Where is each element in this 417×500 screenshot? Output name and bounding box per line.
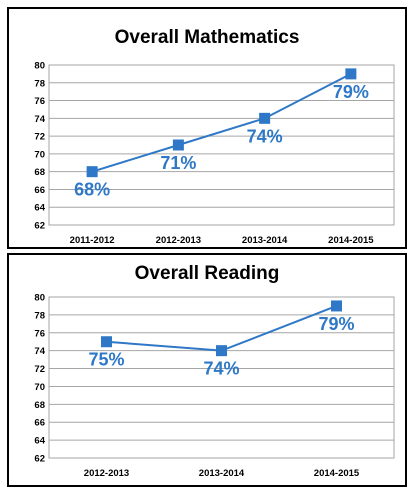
y-tick-label: 62 xyxy=(34,221,45,232)
plot-area xyxy=(48,296,395,459)
x-tick-label: 2014-2015 xyxy=(328,235,374,246)
chart-title: Overall Reading xyxy=(134,263,280,284)
data-point xyxy=(86,166,98,178)
data-label: 79% xyxy=(333,82,369,102)
x-tick-label: 2014-2015 xyxy=(314,468,360,479)
y-tick-label: 72 xyxy=(34,132,45,143)
data-point xyxy=(101,336,112,348)
x-tick-label: 2013-2014 xyxy=(199,468,245,479)
y-tick-label: 76 xyxy=(34,96,45,107)
y-tick-label: 72 xyxy=(34,364,45,375)
y-tick-label: 66 xyxy=(34,418,45,429)
y-tick-label: 68 xyxy=(34,167,45,178)
data-point xyxy=(331,300,342,312)
data-point xyxy=(259,112,271,124)
y-tick-label: 64 xyxy=(34,203,45,214)
reading-chart-panel: Overall Reading 62 64 66 68 70 72 74 76 78 80 2012… xyxy=(7,253,407,487)
y-tick-label: 70 xyxy=(34,382,45,393)
data-label: 75% xyxy=(88,350,124,370)
x-tick-label: 2011-2012 xyxy=(70,235,115,246)
series-line xyxy=(106,305,337,352)
y-tick-label: 74 xyxy=(34,346,45,357)
data-label: 79% xyxy=(318,314,354,334)
y-tick-label: 80 xyxy=(34,293,45,304)
y-tick-label: 68 xyxy=(34,400,45,411)
series-line xyxy=(91,72,352,173)
x-tick-label: 2013-2014 xyxy=(242,235,288,246)
reading-chart: 62 64 66 68 70 72 74 76 78 80 2012-2013 2013-2014 20… xyxy=(34,293,395,479)
y-tick-label: 78 xyxy=(34,310,45,321)
data-point xyxy=(345,68,357,80)
mathematics-chart-panel: Overall Mathematics 62 64 66 68 70 72 74 76 78 80… xyxy=(7,7,407,249)
x-tick-label: 2012-2013 xyxy=(84,468,129,479)
y-tick-label: 64 xyxy=(34,436,45,447)
x-tick-label: 2012-2013 xyxy=(156,235,201,246)
y-tick-label: 62 xyxy=(34,454,45,465)
data-label: 68% xyxy=(74,180,110,200)
plot-area xyxy=(48,64,395,226)
y-tick-label: 66 xyxy=(34,185,45,196)
data-label: 74% xyxy=(203,359,239,379)
data-point xyxy=(216,345,227,357)
y-tick-label: 80 xyxy=(34,61,45,72)
mathematics-chart: 62 64 66 68 70 72 74 76 78 80 2011-2012 2012-2013 20… xyxy=(34,61,395,246)
data-label: 71% xyxy=(160,153,196,173)
y-tick-label: 74 xyxy=(34,114,45,125)
data-point xyxy=(172,139,184,151)
y-tick-label: 70 xyxy=(34,149,45,160)
data-label: 74% xyxy=(247,126,283,146)
y-tick-label: 78 xyxy=(34,78,45,89)
chart-title: Overall Mathematics xyxy=(114,27,300,48)
y-tick-label: 76 xyxy=(34,328,45,339)
